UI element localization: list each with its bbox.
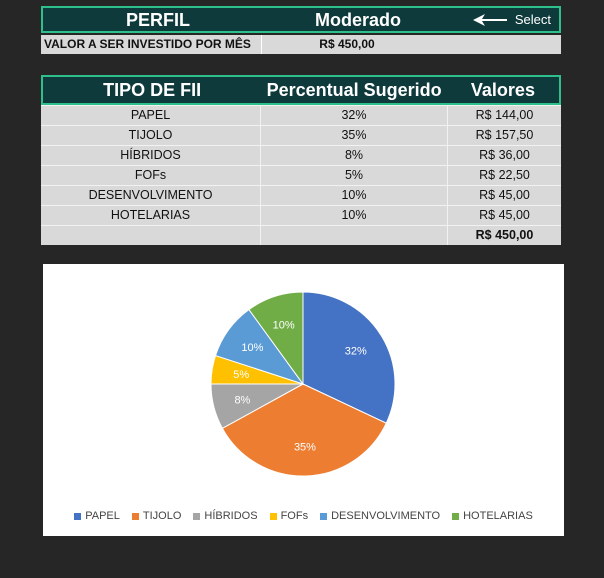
pie-chart-svg: 32% 35% 8% 5% 10% 10% <box>210 291 396 477</box>
investment-value[interactable]: R$ 450,00 <box>319 37 375 51</box>
cell-percent[interactable]: 10% <box>261 206 448 225</box>
cell-value[interactable]: R$ 45,00 <box>479 208 530 222</box>
cell-percent[interactable]: 5% <box>261 166 448 185</box>
cell-type[interactable]: DESENVOLVIMENTO <box>41 186 261 205</box>
legend-item: HÍBRIDOS <box>193 510 258 522</box>
table-row: HÍBRIDOS 8% R$ 36,00 <box>41 145 561 165</box>
table-total-row: R$ 450,00 <box>41 225 561 245</box>
cell-type[interactable]: FOFs <box>41 166 261 185</box>
profile-value[interactable]: Moderado <box>314 10 401 30</box>
table-row: HOTELARIAS 10% R$ 45,00 <box>41 205 561 225</box>
pie-chart[interactable]: 32% 35% 8% 5% 10% 10% PAPEL TIJOLO HÍBRIDOS FOFs… <box>43 264 564 536</box>
cell-percent[interactable]: 35% <box>261 126 448 145</box>
select-button[interactable]: Select <box>472 8 551 31</box>
investment-row: VALOR A SER INVESTIDO POR MÊS R$ 450,00 <box>41 35 561 54</box>
select-label: Select <box>514 12 551 27</box>
pie-data-label: 10% <box>241 342 263 354</box>
table-row: PAPEL 32% R$ 144,00 <box>41 105 561 125</box>
legend-item: HOTELARIAS <box>452 510 533 522</box>
table-row: DESENVOLVIMENTO 10% R$ 45,00 <box>41 185 561 205</box>
legend-label: HOTELARIAS <box>463 510 533 522</box>
cell-type[interactable]: HÍBRIDOS <box>41 146 261 165</box>
cell-type[interactable]: PAPEL <box>41 106 261 125</box>
profile-header: PERFIL Moderado Select <box>41 6 561 33</box>
profile-label: PERFIL <box>125 10 190 30</box>
legend-label: HÍBRIDOS <box>204 510 258 522</box>
legend-swatch <box>74 512 82 520</box>
legend-item: DESENVOLVIMENTO <box>320 510 440 522</box>
fii-table: TIPO DE FII Percentual Sugerido Valores … <box>41 75 561 245</box>
pie-slice-0[interactable] <box>302 291 396 424</box>
legend-label: FOFs <box>280 510 309 522</box>
legend-label: DESENVOLVIMENTO <box>331 510 441 522</box>
table-row: TIJOLO 35% R$ 157,50 <box>41 125 561 145</box>
legend-item: TIJOLO <box>131 510 182 522</box>
cell-value[interactable]: R$ 36,00 <box>479 148 530 162</box>
divider <box>261 35 262 54</box>
cell-empty[interactable] <box>41 226 261 245</box>
legend-swatch <box>320 512 328 520</box>
pie-data-label: 10% <box>273 320 295 332</box>
legend-swatch <box>193 512 201 520</box>
cell-type[interactable]: HOTELARIAS <box>41 206 261 225</box>
pie-data-label: 32% <box>345 345 367 357</box>
legend-swatch <box>269 512 277 520</box>
legend-item: PAPEL <box>74 510 120 522</box>
cell-value[interactable]: R$ 157,50 <box>475 128 534 142</box>
chart-legend: PAPEL TIJOLO HÍBRIDOS FOFs DESENVOLVIMENTO HO… <box>43 510 564 522</box>
cell-value[interactable]: R$ 22,50 <box>479 168 530 182</box>
cell-percent[interactable]: 32% <box>261 106 448 125</box>
header-tipo: TIPO DE FII <box>103 80 202 100</box>
header-valores: Valores <box>470 80 535 100</box>
table-header: TIPO DE FII Percentual Sugerido Valores <box>41 75 561 105</box>
pie-data-label: 8% <box>234 395 250 407</box>
cell-value[interactable]: R$ 144,00 <box>475 108 534 122</box>
legend-label: PAPEL <box>85 510 120 522</box>
pie-data-label: 35% <box>294 442 316 454</box>
cell-type[interactable]: TIJOLO <box>41 126 261 145</box>
pie-data-label: 5% <box>233 369 249 381</box>
cell-percent[interactable]: 8% <box>261 146 448 165</box>
cell-percent[interactable]: 10% <box>261 186 448 205</box>
legend-swatch <box>131 512 139 520</box>
total-value[interactable]: R$ 450,00 <box>475 228 534 242</box>
header-percentual: Percentual Sugerido <box>266 80 442 100</box>
investment-label: VALOR A SER INVESTIDO POR MÊS <box>44 37 251 51</box>
legend-item: FOFs <box>269 510 309 522</box>
legend-label: TIJOLO <box>142 510 182 522</box>
cell-value[interactable]: R$ 45,00 <box>479 188 530 202</box>
legend-swatch <box>452 512 460 520</box>
cell-empty[interactable] <box>261 226 448 245</box>
table-row: FOFs 5% R$ 22,50 <box>41 165 561 185</box>
pie-slice-1[interactable] <box>221 383 387 477</box>
pie-slice-5[interactable] <box>248 291 304 386</box>
arrow-left-icon <box>472 13 507 26</box>
